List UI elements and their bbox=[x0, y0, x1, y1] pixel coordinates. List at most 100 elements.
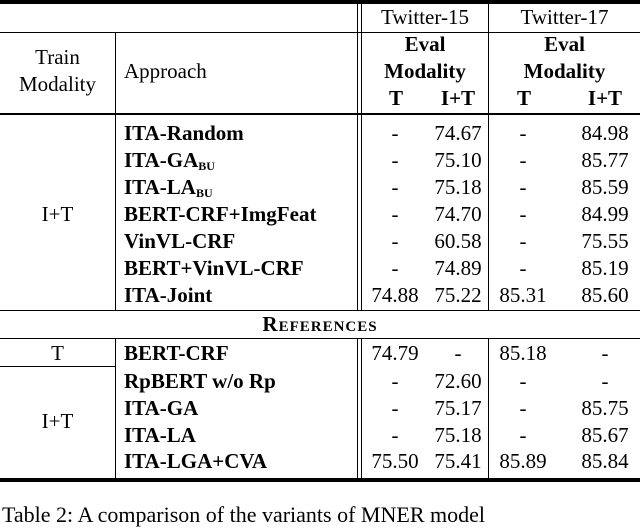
approach-name: ITA-Random bbox=[124, 120, 244, 146]
double-sep-a bbox=[357, 4, 359, 310]
approach-name: BERT-CRF bbox=[124, 340, 229, 366]
score-t17-it: - bbox=[601, 369, 609, 393]
double-sep-b bbox=[361, 4, 363, 310]
score-t17-t: - bbox=[519, 229, 527, 253]
score-t15-it: 75.10 bbox=[434, 148, 482, 172]
approach-label: BERT-CRF+ImgFeat bbox=[124, 202, 317, 226]
train-modality-header-2: Modality bbox=[19, 72, 96, 96]
approach-header: Approach bbox=[124, 59, 207, 83]
score-t15-t: - bbox=[391, 202, 399, 226]
approach-name: BERT+VinVL-CRF bbox=[124, 255, 304, 281]
top-rule bbox=[0, 0, 640, 4]
score-t17-it: 85.67 bbox=[581, 422, 629, 447]
score-t17-it: 85.75 bbox=[581, 395, 629, 420]
dataset-sep bbox=[488, 4, 490, 310]
train-modality-main: I+T bbox=[41, 202, 74, 226]
approach-label: ITA-LA bbox=[124, 422, 196, 447]
score-t17-t: - bbox=[519, 395, 527, 420]
score-t17-it: 84.99 bbox=[581, 202, 629, 226]
score-t15-t: - bbox=[391, 395, 399, 420]
approach-name: ITA-LABU bbox=[124, 174, 213, 206]
dataset-header-rule bbox=[0, 32, 640, 34]
references-top-rule bbox=[0, 310, 640, 312]
score-t15-it: 75.17 bbox=[434, 395, 482, 420]
eval-header-t15-1: Eval bbox=[404, 32, 446, 56]
approach-label: ITA-LA bbox=[124, 175, 196, 199]
score-t15-t: - bbox=[391, 175, 399, 199]
approach-name: ITA-Joint bbox=[124, 282, 212, 308]
score-t17-it: 75.55 bbox=[581, 229, 629, 253]
approach-subscript: BU bbox=[195, 186, 213, 200]
approach-name: BERT-CRF+ImgFeat bbox=[124, 201, 316, 227]
double-sep-ref-a bbox=[357, 339, 359, 478]
approach-label: BERT+VinVL-CRF bbox=[124, 256, 304, 280]
score-t17-it: 85.77 bbox=[581, 148, 629, 172]
score-t17-it: 85.60 bbox=[581, 283, 629, 307]
table-caption: Table 2: A comparison of the variants of… bbox=[2, 502, 485, 527]
eval-header-t17-1: Eval bbox=[544, 32, 585, 56]
score-t17-t: - bbox=[519, 148, 527, 172]
score-t17-t: 85.89 bbox=[499, 449, 547, 474]
score-t15-it: 74.67 bbox=[434, 121, 482, 145]
approach-name: ITA-LGA+CVA bbox=[124, 448, 267, 474]
approach-name: ITA-LA bbox=[124, 422, 196, 448]
score-t15-it: 75.18 bbox=[434, 422, 482, 447]
approach-label: ITA-Joint bbox=[124, 283, 213, 307]
dataset-twitter17: Twitter-17 bbox=[520, 5, 609, 29]
approach-label: VinVL-CRF bbox=[124, 229, 236, 253]
col-sep-train-ref bbox=[115, 339, 117, 478]
approach-name: ITA-GA bbox=[124, 395, 198, 421]
bottom-rule bbox=[0, 478, 640, 482]
score-t15-t: 74.88 bbox=[371, 283, 419, 307]
score-t17-t: - bbox=[519, 175, 527, 199]
dataset-sep-ref bbox=[488, 339, 490, 478]
dataset-twitter15: Twitter-15 bbox=[381, 5, 469, 29]
score-t15-t: - bbox=[391, 121, 399, 145]
score-t15-it: 72.60 bbox=[434, 369, 482, 393]
score-t17-it: - bbox=[601, 341, 609, 365]
score-t15-it: 74.70 bbox=[434, 202, 482, 226]
score-t15-it: 60.58 bbox=[434, 229, 482, 253]
references-label: References bbox=[262, 312, 378, 336]
score-t15-it: 75.41 bbox=[434, 449, 482, 474]
score-t15-t: - bbox=[391, 369, 399, 393]
approach-label: ITA-GA bbox=[124, 148, 199, 172]
score-t15-t: 74.79 bbox=[371, 341, 419, 365]
score-t17-t: - bbox=[519, 369, 527, 393]
train-modality-header-1: Train bbox=[35, 45, 80, 69]
score-t17-it: 85.84 bbox=[581, 449, 629, 474]
score-t15-t: - bbox=[391, 229, 399, 253]
approach-label: RpBERT w/o Rp bbox=[124, 369, 276, 393]
eval-header-t15-2: Modality bbox=[384, 59, 466, 83]
col-t15-t: T bbox=[388, 86, 403, 110]
group-rule bbox=[0, 366, 116, 368]
approach-label: ITA-GA bbox=[124, 395, 199, 420]
score-t15-t: - bbox=[391, 422, 399, 447]
score-t17-t: - bbox=[519, 202, 527, 226]
approach-label: ITA-LGA+CVA bbox=[124, 449, 268, 474]
score-t17-t: 85.31 bbox=[499, 283, 547, 307]
score-t15-it: 75.18 bbox=[434, 175, 482, 199]
approach-name: ITA-GABU bbox=[124, 147, 215, 179]
train-modality-ref-t: T bbox=[51, 341, 64, 365]
approach-label: ITA-Random bbox=[124, 121, 244, 145]
approach-name: RpBERT w/o Rp bbox=[124, 368, 276, 394]
score-t15-t: - bbox=[391, 148, 399, 172]
approach-label: BERT-CRF bbox=[124, 341, 229, 365]
approach-name: VinVL-CRF bbox=[124, 228, 235, 254]
col-t17-it: I+T bbox=[587, 86, 623, 110]
header-rule bbox=[0, 113, 640, 115]
score-t17-it: 85.59 bbox=[581, 175, 629, 199]
score-t17-t: - bbox=[519, 121, 527, 145]
approach-subscript: BU bbox=[198, 159, 215, 173]
score-t15-it: - bbox=[454, 341, 462, 365]
col-t17-t: T bbox=[516, 86, 531, 110]
score-t17-it: 84.98 bbox=[581, 121, 629, 145]
score-t15-t: 75.50 bbox=[371, 449, 419, 474]
score-t17-t: - bbox=[519, 422, 527, 447]
score-t15-it: 75.22 bbox=[434, 283, 482, 307]
col-sep-train bbox=[115, 33, 117, 310]
references-bottom-rule bbox=[0, 338, 640, 340]
score-t17-t: - bbox=[519, 256, 527, 280]
score-t17-it: 85.19 bbox=[581, 256, 629, 280]
